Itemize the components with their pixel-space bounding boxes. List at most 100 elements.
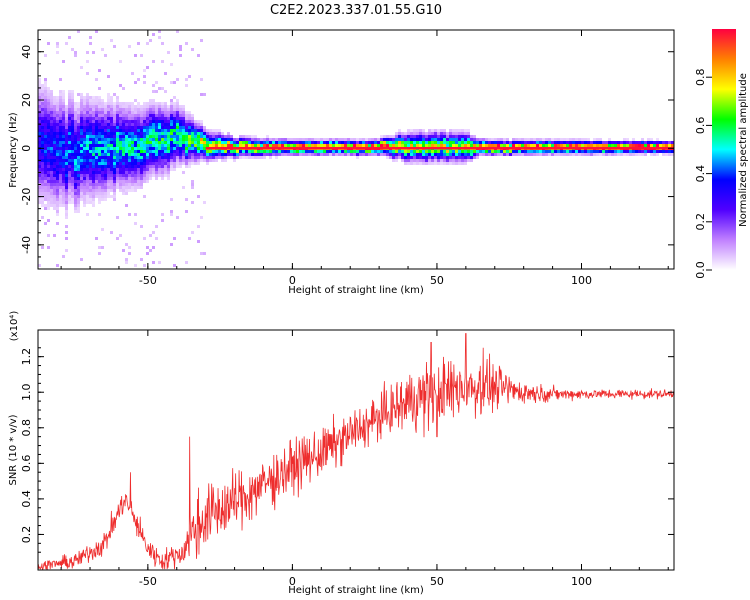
spectrogram-cell [176,150,179,153]
spectrogram-cell [143,102,146,105]
spectrogram-cell [56,135,59,138]
spectrogram-cell [107,135,110,138]
spectrogram-cell [497,150,500,153]
spectrogram-cell [206,150,209,153]
spectrogram-cell [422,150,425,153]
spectrogram-cell [272,150,275,153]
spectrogram-cell [113,192,116,195]
spectrogram-cell [494,144,497,147]
spectrogram-cell [59,204,62,207]
spectrogram-cell [134,186,137,189]
spectrogram-cell [95,168,98,171]
spectrogram-cell [476,141,479,144]
spectrogram-cell [44,87,47,90]
spectrogram-cell [62,135,65,138]
spectrogram-cell [56,171,59,174]
spectrogram-cell [440,159,443,162]
spectrogram-cell [173,156,176,159]
snr-plot-area [38,330,674,570]
spectrogram-cell [101,114,104,117]
spectrogram-cell [89,189,92,192]
spectrogram-cell [404,156,407,159]
spectrogram-cell [89,138,92,141]
spectrogram-cell [272,144,275,147]
spectrogram-cell [173,150,176,153]
spectrogram-cell [83,114,86,117]
spectrogram-cell [440,150,443,153]
spectrogram-cell [203,129,206,132]
spectrogram-cell [149,141,152,144]
spectrogram-cell [464,135,467,138]
spectrogram-cell [65,192,68,195]
spectrogram-cell [473,135,476,138]
spectrogram-cell [122,132,125,135]
spectrogram-cell [44,138,47,141]
spectrogram-cell [191,201,194,204]
spectrogram-cell [197,141,200,144]
spectrogram-cell [383,141,386,144]
spectrogram-cell [59,147,62,150]
spectrogram-cell [68,165,71,168]
spectrogram-cell [80,117,83,120]
spectrogram-cell [257,138,260,141]
spectrogram-cell [386,153,389,156]
spectrogram-cell [419,150,422,153]
spectrogram-cell [203,126,206,129]
spectrogram-cell [176,129,179,132]
spectrogram-cell [86,177,89,180]
spectrogram-cell [455,141,458,144]
spectrogram-cell [197,195,200,198]
spectrogram-cell [410,150,413,153]
spectrogram-cell [254,150,257,153]
spectrogram-cell [341,144,344,147]
spectrogram-cell [161,162,164,165]
spectrogram-cell [449,138,452,141]
spectrogram-cell [155,153,158,156]
spectrogram-cell [548,153,551,156]
spectrogram-cell [266,150,269,153]
spectrogram-cell [74,159,77,162]
spectrogram-cell [500,150,503,153]
spectrogram-cell [125,153,128,156]
spectrogram-cell [446,156,449,159]
spectrogram-cell [89,150,92,153]
spectrogram-cell [329,141,332,144]
spectrogram-cell [47,195,50,198]
spectrogram-cell [53,171,56,174]
spectrogram-cell [50,174,53,177]
spectrogram-cell [593,141,596,144]
colorbar-tick-label: 0.6 [694,117,707,134]
spectrogram-cell [410,153,413,156]
spectrogram-cell [104,156,107,159]
spectrogram-cell [128,138,131,141]
spectrogram-cell [41,117,44,120]
spectrogram-cell [179,141,182,144]
spectrogram-cell [86,153,89,156]
spectrogram-cell [59,201,62,204]
spectrogram-cell [185,156,188,159]
spectrogram-cell [101,108,104,111]
spectrogram-cell [614,144,617,147]
spectrogram-cell [437,144,440,147]
spectrogram-cell [212,135,215,138]
spectrogram-cell [224,141,227,144]
spectrogram-cell [245,150,248,153]
spectrogram-cell [248,144,251,147]
spectrogram-cell [83,180,86,183]
spectrogram-cell [119,108,122,111]
spectrogram-cell [62,183,65,186]
spectrogram-cell [65,111,68,114]
spectrogram-cell [71,183,74,186]
spectrogram-cell [233,141,236,144]
spectrogram-cell [644,153,647,156]
spectrogram-cell [239,135,242,138]
spectrogram-cell [140,186,143,189]
spectrogram-cell [176,114,179,117]
spectrogram-cell [131,183,134,186]
spectrogram-cell [638,150,641,153]
spectrogram-cell [65,129,68,132]
spectrogram-cell [131,186,134,189]
spectrogram-cell [134,144,137,147]
spectrogram-cell [326,138,329,141]
spectrogram-cell [143,69,146,72]
